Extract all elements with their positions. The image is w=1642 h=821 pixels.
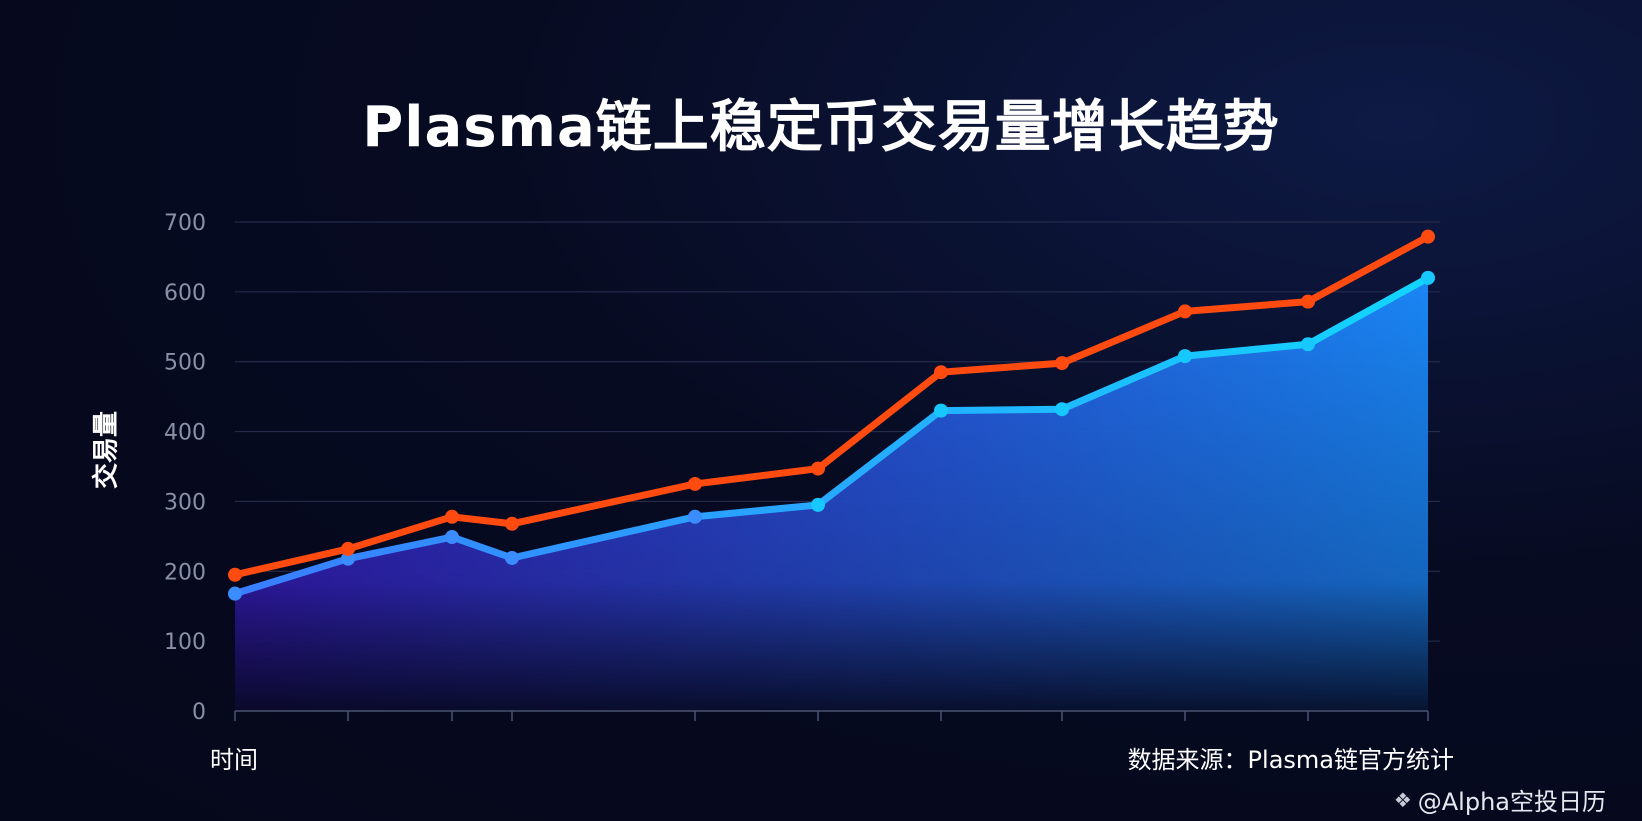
- blue-series-point: [688, 509, 702, 524]
- orange-series-point: [688, 476, 702, 491]
- blue-series-point: [505, 551, 519, 566]
- series-points: [228, 229, 1435, 601]
- y-tick-label: 700: [164, 211, 206, 236]
- watermark-text: @Alpha空投日历: [1417, 788, 1606, 816]
- orange-series-point: [228, 567, 242, 582]
- area-fade-overlay: [235, 277, 1428, 711]
- orange-series-point: [505, 516, 519, 531]
- y-axis-label: 交易量: [91, 410, 122, 490]
- y-tick-label: 500: [164, 351, 206, 376]
- orange-series-point: [1421, 229, 1435, 244]
- y-tick-label: 0: [192, 700, 206, 725]
- orange-series-point: [934, 365, 948, 380]
- y-tick-label: 600: [164, 281, 206, 306]
- chart-title: Plasma链上稳定币交易量增长趋势: [362, 95, 1280, 160]
- blue-series-point: [811, 497, 825, 512]
- watermark: ❖ @Alpha空投日历: [1394, 782, 1606, 817]
- blue-series-point: [228, 586, 242, 601]
- data-source-note: 数据来源：Plasma链官方统计: [1127, 746, 1454, 774]
- orange-series-point: [341, 541, 355, 556]
- y-tick-label: 400: [164, 421, 206, 446]
- orange-series-point: [445, 509, 459, 524]
- blue-series-point: [1178, 349, 1192, 364]
- y-tick-label: 300: [164, 490, 206, 515]
- blue-series-point: [341, 551, 355, 566]
- orange-series-point: [811, 461, 825, 476]
- y-tick-labels: 0 100 200 300 400 500 600 700: [164, 211, 206, 725]
- blue-series-point: [1421, 270, 1435, 285]
- blue-series-point: [1301, 337, 1315, 352]
- x-axis-label: 时间: [210, 746, 258, 774]
- diamond-logo-icon: ❖: [1393, 787, 1412, 812]
- blue-series-point: [445, 530, 459, 545]
- orange-series-point: [1178, 304, 1192, 319]
- y-tick-label: 200: [164, 560, 206, 585]
- orange-series-point: [1055, 356, 1069, 371]
- x-axis: [234, 710, 1429, 721]
- orange-series-point: [1301, 294, 1315, 309]
- area-fill: [235, 277, 1428, 711]
- blue-series-point: [934, 403, 948, 418]
- blue-series-point: [1055, 402, 1069, 417]
- y-tick-label: 100: [164, 630, 206, 655]
